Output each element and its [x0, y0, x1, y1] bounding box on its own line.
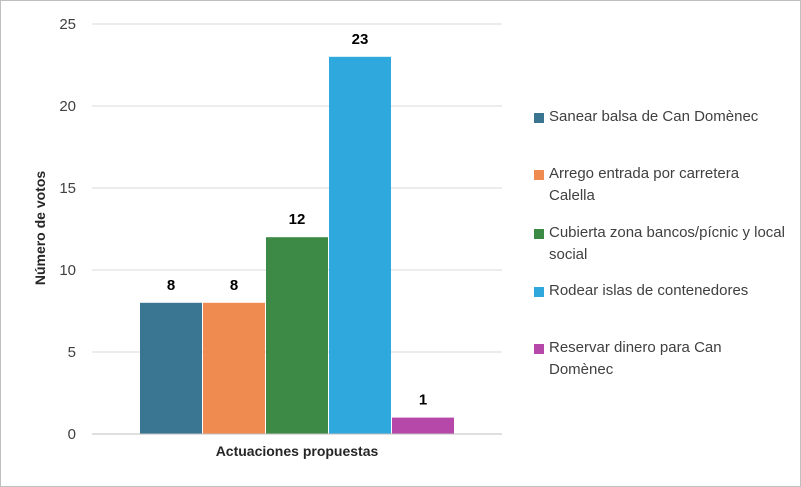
bar [140, 302, 202, 434]
data-labels: 8 8 12 23 1 [167, 31, 427, 409]
y-tick-label: 0 [68, 426, 76, 443]
legend-swatch [534, 287, 544, 297]
y-tick-label: 15 [59, 180, 76, 197]
legend-label: Cubierta zona bancos/pícnic y local soci… [549, 224, 785, 263]
data-label: 8 [230, 277, 238, 294]
data-label: 23 [352, 31, 369, 48]
legend-swatch [534, 229, 544, 239]
y-tick-label: 10 [59, 262, 76, 279]
data-label: 8 [167, 277, 175, 294]
bars [140, 56, 454, 435]
legend-swatch [534, 344, 544, 354]
legend-label: Sanear balsa de Can Domènec [549, 108, 759, 125]
legend-item: Arrego entrada por carretera Calella [534, 163, 789, 207]
legend-label: Arrego entrada por carretera Calella [549, 165, 740, 204]
legend-item: Sanear balsa de Can Domènec [534, 106, 789, 128]
bar [392, 417, 454, 434]
legend-swatch [534, 170, 544, 180]
legend-item: Reservar dinero para Can Domènec [534, 337, 789, 381]
y-tick-label: 5 [68, 344, 76, 361]
bar [266, 237, 328, 434]
legend-item: Rodear islas de contenedores [534, 280, 789, 302]
y-tick-label: 25 [59, 16, 76, 33]
legend-swatch [534, 113, 544, 123]
y-axis-ticks: 0 5 10 15 20 25 [59, 16, 76, 443]
x-axis-title: Actuaciones propuestas [216, 443, 379, 459]
legend-label: Rodear islas de contenedores [549, 282, 749, 299]
data-label: 1 [419, 392, 427, 409]
bar [203, 302, 265, 434]
bar [329, 56, 391, 435]
y-tick-label: 20 [59, 98, 76, 115]
data-label: 12 [289, 211, 306, 228]
y-axis-title: Número de votos [32, 171, 48, 286]
legend-item: Cubierta zona bancos/pícnic y local soci… [534, 222, 789, 266]
legend-label: Reservar dinero para Can Domènec [549, 339, 722, 378]
